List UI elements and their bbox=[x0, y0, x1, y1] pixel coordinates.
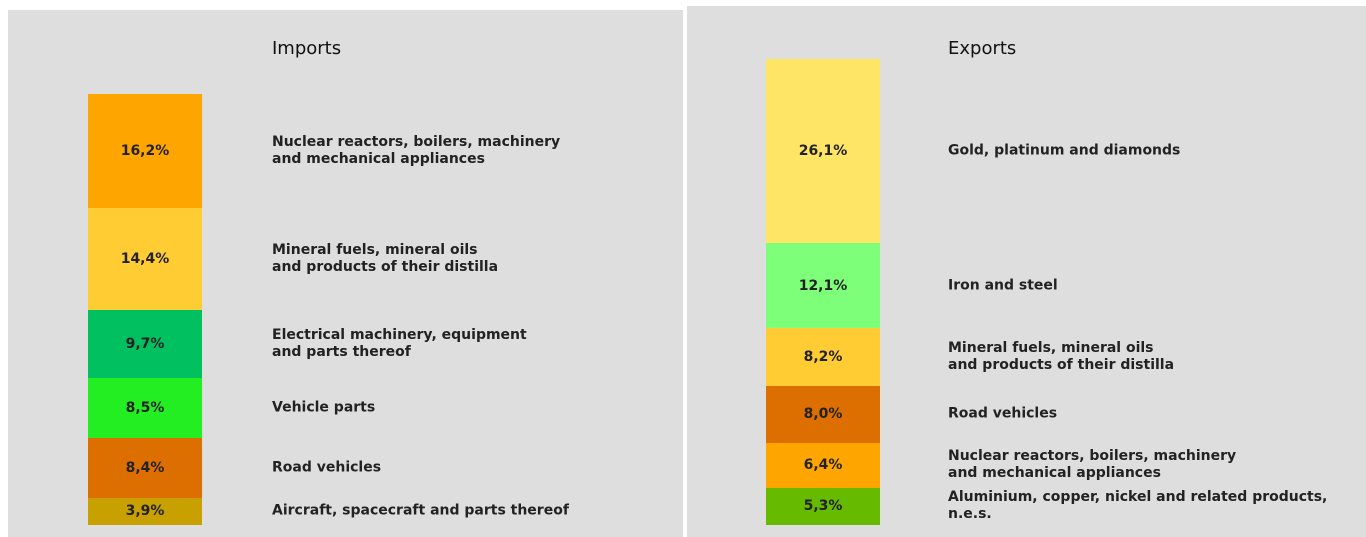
chart-title: Exports bbox=[948, 38, 1017, 59]
bar-segment: 8,0% bbox=[766, 386, 880, 443]
category-label: Road vehicles bbox=[948, 405, 1058, 422]
value-label: 26,1% bbox=[798, 142, 848, 159]
category-label: Aluminium, copper, nickel and related pr… bbox=[948, 489, 1328, 523]
category-label: Road vehicles bbox=[272, 459, 382, 476]
bar-segment: 8,4% bbox=[88, 438, 202, 498]
value-label: 8,2% bbox=[803, 349, 843, 366]
value-label: 12,1% bbox=[798, 277, 848, 294]
bar-segment: 9,7% bbox=[88, 309, 202, 379]
value-label: 6,4% bbox=[803, 457, 843, 474]
value-label: 5,3% bbox=[803, 498, 843, 515]
bar-segment: 12,1% bbox=[766, 243, 880, 329]
category-label: Vehicle parts bbox=[272, 399, 376, 416]
value-label: 3,9% bbox=[125, 503, 165, 520]
value-label: 9,7% bbox=[125, 336, 165, 353]
bar-segment: 14,4% bbox=[88, 208, 202, 310]
value-label: 8,5% bbox=[125, 400, 165, 417]
value-label: 8,0% bbox=[803, 406, 843, 423]
bar-segment: 6,4% bbox=[766, 442, 880, 488]
value-label: 14,4% bbox=[120, 251, 170, 268]
category-label: Iron and steel bbox=[948, 277, 1058, 294]
category-label: Nuclear reactors, boilers, machinery and… bbox=[272, 134, 561, 168]
bar-segment: 3,9% bbox=[88, 497, 202, 525]
bar-segment: 16,2% bbox=[88, 94, 202, 209]
value-label: 16,2% bbox=[120, 143, 170, 160]
category-label: Electrical machinery, equipment and part… bbox=[272, 327, 527, 361]
bar-segment: 5,3% bbox=[766, 487, 880, 525]
bar-segment: 8,5% bbox=[88, 378, 202, 439]
category-label: Gold, platinum and diamonds bbox=[948, 142, 1181, 159]
category-label: Aircraft, spacecraft and parts thereof bbox=[272, 502, 569, 519]
bar-segment: 8,2% bbox=[766, 328, 880, 387]
category-label: Mineral fuels, mineral oils and products… bbox=[272, 242, 499, 276]
category-label: Mineral fuels, mineral oils and products… bbox=[948, 340, 1175, 374]
value-label: 8,4% bbox=[125, 459, 165, 476]
chart-title: Imports bbox=[272, 38, 342, 59]
bar-segment: 26,1% bbox=[766, 58, 880, 243]
category-label: Nuclear reactors, boilers, machinery and… bbox=[948, 448, 1237, 482]
